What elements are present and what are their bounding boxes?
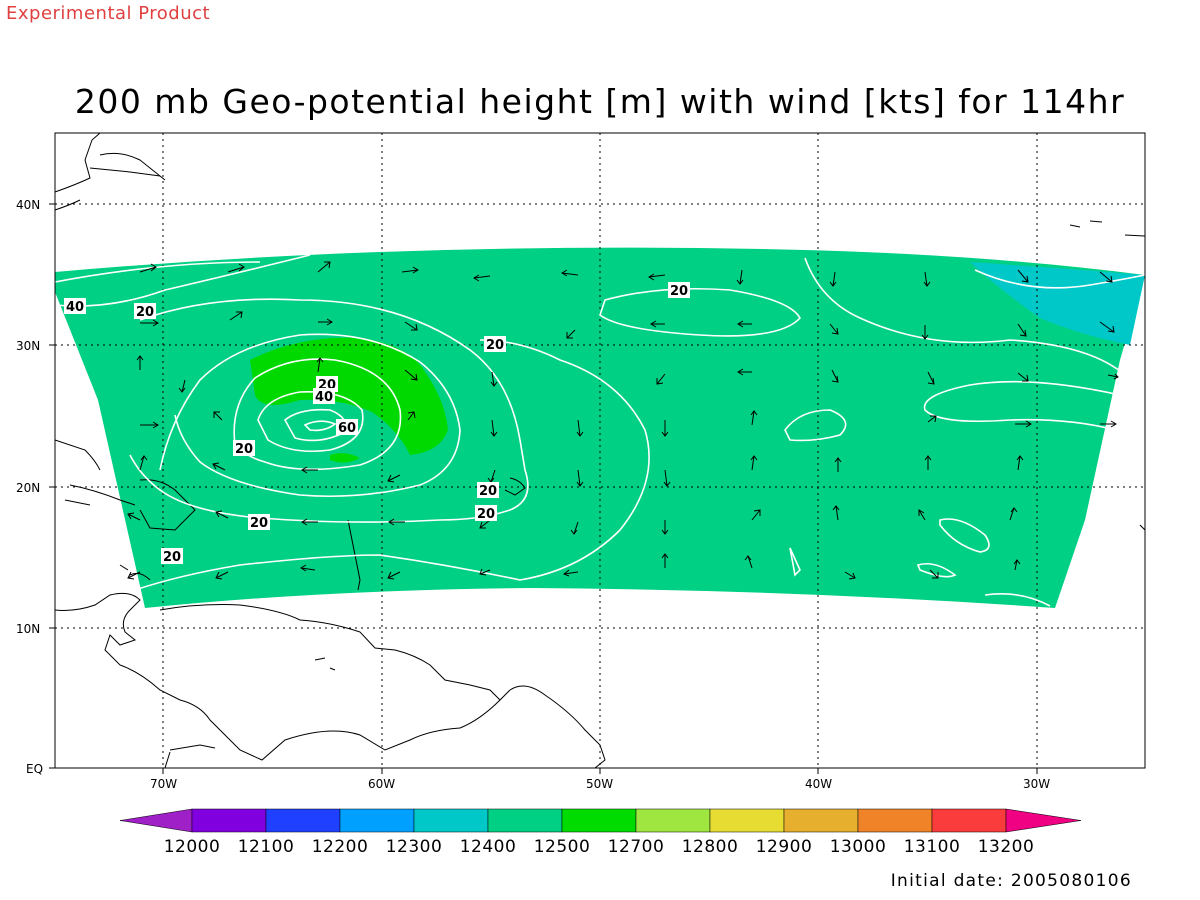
contour-label: 20 <box>670 284 688 299</box>
colorbar-swatch <box>487 808 563 833</box>
colorbar-label: 13000 <box>830 837 887 857</box>
lon-label: 40W <box>805 777 832 791</box>
contour-label: 20 <box>163 550 181 565</box>
lat-label: 20N <box>16 481 40 495</box>
contour-label: 20 <box>235 442 253 457</box>
colorbar-label: 12300 <box>386 837 443 857</box>
colorbar-labels: 12000 12100 12200 12300 12400 12500 1270… <box>164 837 1035 857</box>
contour-label: 40 <box>66 300 84 315</box>
colorbar-swatch <box>119 808 193 833</box>
colorbar-swatch <box>561 808 637 833</box>
colorbar <box>119 808 1082 833</box>
coastlines <box>54 132 1146 769</box>
colorbar-swatch <box>265 808 341 833</box>
height-field-12500-inner <box>330 453 360 463</box>
colorbar-swatch <box>191 808 267 833</box>
lat-label: 10N <box>16 622 40 636</box>
lon-label: 60W <box>368 777 395 791</box>
colorbar-swatch <box>931 808 1007 833</box>
colorbar-label: 12000 <box>164 837 221 857</box>
plot-title: 200 mb Geo-potential height [m] with win… <box>74 82 1126 121</box>
colorbar-swatch <box>339 808 415 833</box>
height-field-12500 <box>250 337 448 455</box>
axis-ticks <box>49 203 1038 774</box>
lon-label: 30W <box>1023 777 1050 791</box>
contour-label: 20 <box>136 305 154 320</box>
colorbar-swatch <box>1005 808 1082 833</box>
colorbar-label: 12400 <box>460 837 517 857</box>
experimental-product-label: Experimental Product <box>6 3 211 24</box>
lat-label: 30N <box>16 339 40 353</box>
colorbar-swatch <box>783 808 859 833</box>
colorbar-label: 12700 <box>608 837 665 857</box>
contour-label: 20 <box>479 484 497 499</box>
colorbar-label: 12100 <box>238 837 295 857</box>
colorbar-swatch <box>857 808 933 833</box>
colorbar-label: 12800 <box>682 837 739 857</box>
colorbar-label: 13100 <box>904 837 961 857</box>
colorbar-label: 12200 <box>312 837 369 857</box>
lon-label: 70W <box>150 777 177 791</box>
colorbar-label: 13200 <box>978 837 1035 857</box>
contour-label: 40 <box>315 390 333 405</box>
lon-label: 50W <box>586 777 613 791</box>
contour-label: 20 <box>250 516 268 531</box>
colorbar-swatch <box>709 808 785 833</box>
wind-vectors <box>127 261 1119 580</box>
contour-label: 60 <box>338 421 356 436</box>
contour-label: 20 <box>486 338 504 353</box>
height-contours <box>54 254 1146 607</box>
lat-label: EQ <box>26 762 43 776</box>
initial-date: Initial date: 2005080106 <box>890 871 1132 891</box>
colorbar-label: 12500 <box>534 837 591 857</box>
contour-label: 20 <box>477 507 495 522</box>
grid-lines <box>55 133 1145 768</box>
colorbar-label: 12900 <box>756 837 813 857</box>
colorbar-swatch <box>635 808 711 833</box>
lat-label: 40N <box>16 198 40 212</box>
contour-labels: 40 20 20 20 20 40 60 20 20 20 20 20 <box>64 282 690 565</box>
colorbar-swatch <box>413 808 489 833</box>
